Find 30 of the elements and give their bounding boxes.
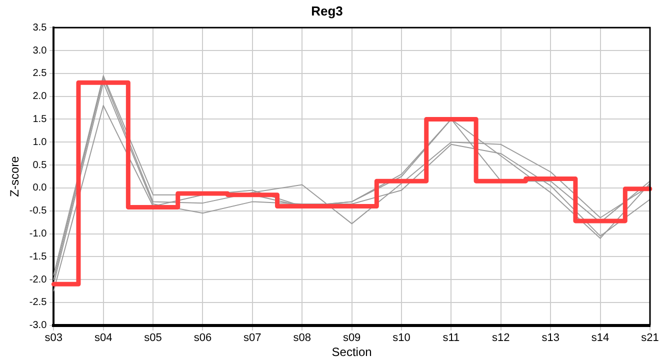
x-tick-label: s07: [244, 332, 262, 344]
y-tick-label: -3.0: [29, 320, 48, 332]
y-tick-label: 0.0: [32, 182, 48, 194]
y-tick-label: 0.5: [32, 160, 48, 171]
x-axis-title: Section: [332, 345, 372, 360]
x-tick-label: s13: [542, 332, 560, 344]
x-tick-label: s14: [591, 332, 610, 344]
x-tick-label: s04: [94, 332, 112, 344]
x-tick-label: s09: [342, 332, 361, 344]
y-tick-label: 3.0: [32, 45, 48, 56]
x-tick-label: s08: [293, 332, 311, 344]
y-tick-label: -1.5: [29, 251, 48, 262]
x-tick-label: s21: [641, 332, 659, 344]
y-tick-label: -0.5: [29, 206, 48, 217]
y-tick-label: 3.5: [32, 22, 48, 34]
y-tick-label: 2.5: [32, 68, 48, 80]
y-tick-label: 1.0: [32, 136, 48, 148]
chart-title: Reg3: [311, 3, 343, 18]
y-tick-label: -1.0: [29, 228, 48, 240]
x-tick-label: s05: [144, 332, 162, 344]
x-tick-label: s11: [442, 332, 460, 344]
x-tick-label: s10: [392, 332, 410, 344]
y-axis-title: Z-score: [8, 156, 22, 197]
y-tick-label: 1.5: [32, 114, 48, 125]
y-tick-label: 2.0: [32, 91, 48, 102]
x-tick-label: s03: [44, 332, 63, 344]
y-tick-label: -2.5: [29, 297, 48, 308]
x-tick-label: s12: [492, 332, 510, 344]
x-tick-label: s06: [194, 332, 212, 344]
y-tick-label: -2.0: [29, 274, 48, 286]
